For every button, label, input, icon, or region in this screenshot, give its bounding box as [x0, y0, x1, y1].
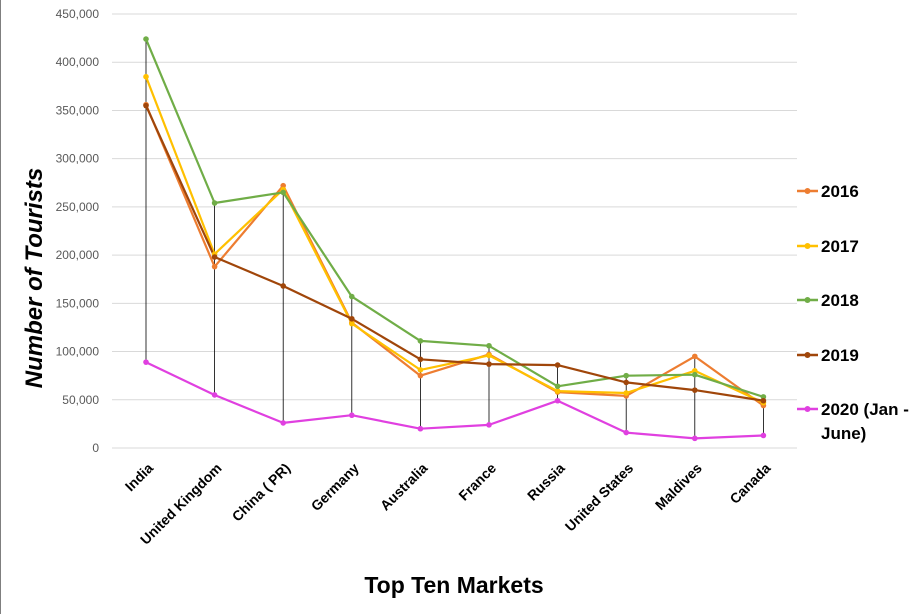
- y-tick-label: 150,000: [56, 296, 100, 310]
- data-point: [760, 397, 767, 404]
- legend-entry-label: 2019: [821, 346, 859, 365]
- y-axis-ticks: 0 50,000 100,000 150,000 200,000 250,000 300,0…: [56, 7, 100, 455]
- data-point: [692, 368, 698, 374]
- series-line: [144, 38, 764, 398]
- legend-swatch-marker: [804, 297, 811, 303]
- data-point: [417, 338, 424, 344]
- legend: 2016 2017 2018 2019 2020 (Jan -June): [797, 182, 909, 443]
- y-tick-label: 400,000: [56, 55, 100, 69]
- drop-lines: [145, 39, 764, 439]
- series-line: [144, 105, 764, 402]
- data-point: [760, 394, 767, 400]
- y-tick-label: 300,000: [56, 152, 100, 166]
- data-point: [143, 73, 149, 80]
- x-tick-label: United States: [562, 460, 637, 535]
- legend-swatch-marker: [804, 406, 811, 412]
- x-tick-label: France: [455, 460, 499, 504]
- data-point: [692, 353, 698, 360]
- data-point: [211, 200, 218, 206]
- data-point: [417, 356, 424, 363]
- x-tick-label: India: [122, 460, 157, 495]
- y-tick-label: 350,000: [56, 103, 100, 117]
- y-tick-label: 250,000: [56, 200, 100, 214]
- data-point: [486, 422, 492, 428]
- legend-entry-label: 2016: [821, 182, 859, 201]
- x-tick-label: Germany: [308, 460, 362, 514]
- data-point: [280, 283, 287, 289]
- data-point: [554, 397, 561, 404]
- data-point: [623, 372, 629, 379]
- legend-entry-label: 2020 (Jan -June): [821, 400, 909, 443]
- data-point: [143, 359, 149, 365]
- series-points: [143, 36, 767, 442]
- data-point: [417, 367, 424, 373]
- data-point: [349, 293, 355, 300]
- y-tick-label: 100,000: [56, 345, 100, 359]
- x-tick-label: Canada: [726, 460, 773, 507]
- legend-swatch-marker: [804, 243, 811, 249]
- data-point: [554, 362, 561, 368]
- x-tick-label: China ( PR): [229, 460, 294, 525]
- data-point: [692, 435, 698, 442]
- data-point: [280, 189, 287, 196]
- data-point: [554, 383, 561, 390]
- y-tick-label: 50,000: [62, 393, 99, 407]
- x-axis-label: Top Ten Markets: [364, 572, 543, 598]
- data-point: [349, 315, 355, 322]
- data-point: [417, 372, 424, 379]
- data-point: [349, 320, 355, 327]
- legend-entry-label: 2017: [821, 237, 859, 256]
- data-point: [280, 420, 287, 426]
- data-point: [211, 392, 218, 398]
- series-lines: [144, 38, 765, 440]
- data-point: [211, 263, 218, 270]
- data-point: [692, 387, 698, 393]
- legend-swatch-marker: [804, 188, 811, 194]
- y-axis-label: Number of Tourists: [21, 168, 48, 388]
- data-point: [623, 429, 629, 436]
- data-point: [760, 432, 767, 439]
- x-tick-label: Russia: [524, 460, 568, 504]
- data-point: [486, 352, 492, 359]
- data-point: [554, 388, 561, 394]
- series-line: [145, 361, 764, 440]
- x-tick-label: Maldives: [652, 460, 705, 513]
- data-point: [692, 371, 698, 378]
- data-point: [143, 102, 149, 109]
- x-tick-label: Australia: [377, 460, 431, 514]
- data-point: [280, 182, 287, 189]
- data-point: [486, 361, 492, 367]
- data-point: [623, 390, 629, 396]
- y-tick-label: 0: [92, 441, 99, 455]
- data-point: [486, 342, 492, 349]
- data-point: [623, 379, 629, 386]
- data-point: [417, 425, 424, 432]
- legend-swatch-marker: [804, 352, 811, 358]
- data-point: [143, 36, 149, 42]
- data-point: [349, 412, 355, 419]
- y-tick-label: 450,000: [56, 7, 100, 21]
- y-tick-label: 200,000: [56, 248, 100, 262]
- data-point: [211, 254, 218, 260]
- legend-entry-label: 2018: [821, 291, 859, 310]
